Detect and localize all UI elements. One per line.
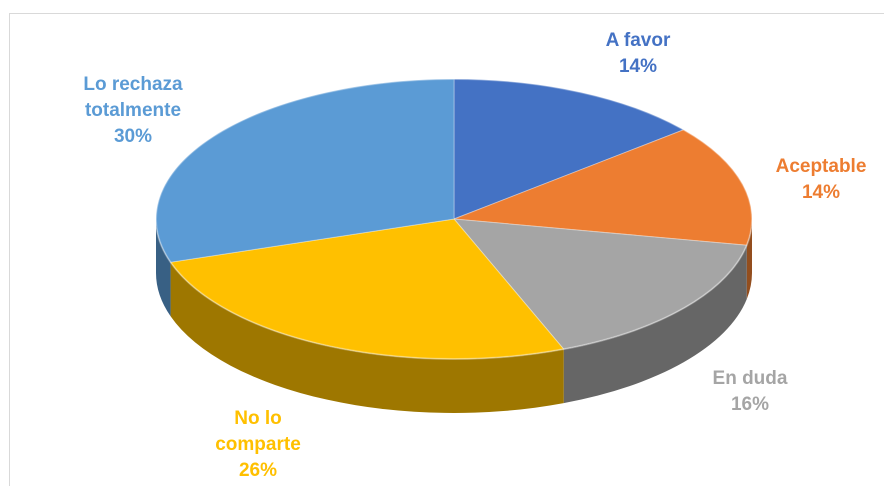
pie-slice-0 <box>453 78 685 220</box>
pie-side-walls <box>156 219 752 413</box>
label-aceptable-name: Aceptable <box>775 156 867 177</box>
pie-side-1 <box>746 219 752 300</box>
pie-slice-2 <box>452 218 748 350</box>
label-lo-rechaza-pct: 30% <box>113 126 153 147</box>
pie-slice-3 <box>169 218 565 360</box>
label-a-favor-pct: 14% <box>618 56 658 77</box>
label-no-lo-comparte-line1: No lo <box>234 408 282 429</box>
label-en-duda: En duda 16% <box>690 366 810 418</box>
label-aceptable: Aceptable 14% <box>758 154 884 206</box>
label-no-lo-comparte-pct: 26% <box>238 460 278 481</box>
label-a-favor: A favor 14% <box>578 28 698 80</box>
label-en-duda-name: En duda <box>712 368 788 389</box>
label-lo-rechaza-line2: totalmente <box>84 100 182 121</box>
pie-rim <box>155 78 753 360</box>
label-no-lo-comparte: No lo comparte 26% <box>198 406 318 484</box>
pie-slice-4 <box>155 78 455 263</box>
chart-frame <box>9 13 884 486</box>
label-lo-rechaza-line1: Lo rechaza <box>83 74 183 95</box>
label-en-duda-pct: 16% <box>730 394 770 415</box>
label-aceptable-pct: 14% <box>801 182 841 203</box>
pie-side-2 <box>563 245 747 404</box>
pie-slice-1 <box>453 129 753 246</box>
label-no-lo-comparte-line2: comparte <box>215 434 301 455</box>
label-lo-rechaza: Lo rechaza totalmente 30% <box>58 72 208 150</box>
pie-side-3 <box>170 262 564 413</box>
label-a-favor-name: A favor <box>605 30 671 51</box>
pie-side-4 <box>156 219 171 317</box>
